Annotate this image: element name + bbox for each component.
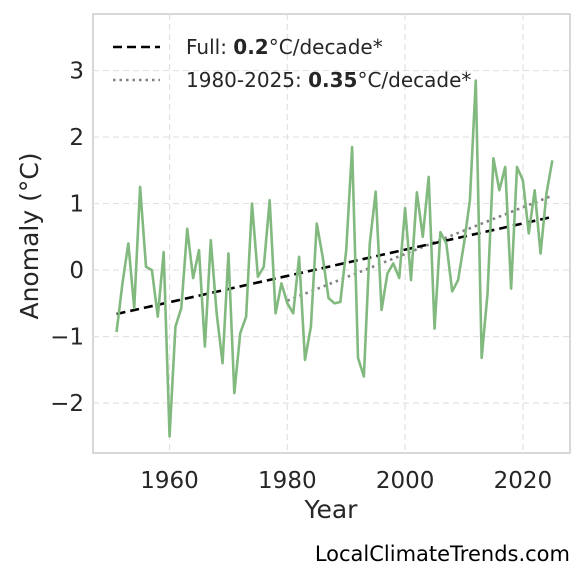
y-tick-label: −2 bbox=[50, 391, 84, 417]
legend-entry-recent: 1980-2025: 0.35°C/decade* bbox=[186, 68, 471, 92]
y-tick-label: 0 bbox=[69, 258, 84, 284]
x-tick-label: 2020 bbox=[494, 468, 553, 494]
trend-line-recent bbox=[286, 194, 553, 302]
y-axis-label: Anomaly (°C) bbox=[15, 152, 44, 319]
series-lines bbox=[115, 79, 554, 438]
legend-entry-full: Full: 0.2°C/decade* bbox=[186, 35, 383, 59]
grid bbox=[93, 14, 570, 453]
y-tick-label: 1 bbox=[69, 192, 84, 218]
tick-labels: 1960 1980 2000 2020 −2 −1 0 1 2 3 bbox=[50, 59, 552, 494]
y-tick-label: 2 bbox=[69, 125, 84, 151]
y-tick-label: 3 bbox=[69, 59, 84, 85]
x-axis-label: Year bbox=[304, 495, 359, 524]
x-tick-label: 1980 bbox=[258, 468, 317, 494]
y-tick-label: −1 bbox=[50, 325, 84, 351]
credit-text: LocalClimateTrends.com bbox=[315, 542, 570, 566]
anomaly-series-line bbox=[115, 79, 554, 438]
x-tick-label: 2000 bbox=[376, 468, 435, 494]
legend: Full: 0.2°C/decade* 1980-2025: 0.35°C/de… bbox=[113, 35, 471, 92]
x-tick-label: 1960 bbox=[140, 468, 199, 494]
